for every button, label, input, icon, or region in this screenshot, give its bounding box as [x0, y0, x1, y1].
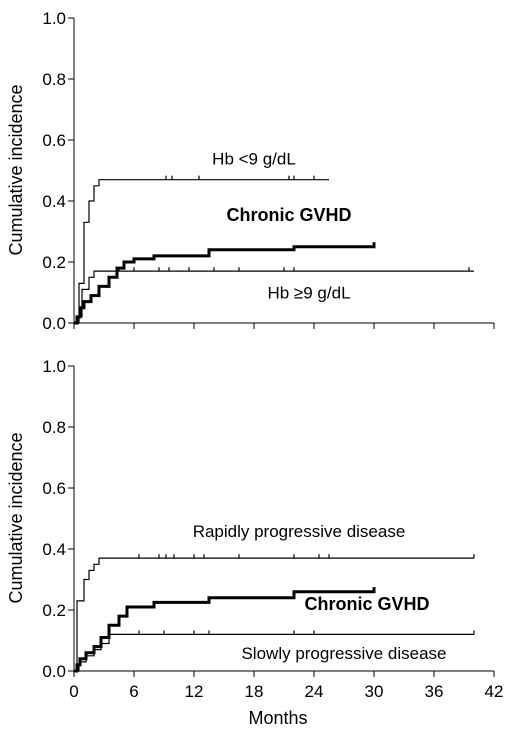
- x-tick-label: 12: [185, 682, 204, 701]
- curve-label: Chronic GVHD: [226, 205, 351, 225]
- curve-chronic-gvhd: [74, 587, 376, 673]
- x-tick-label: 30: [365, 682, 384, 701]
- curve-group-1: [74, 557, 474, 672]
- y-tick-label: 0.2: [42, 253, 66, 272]
- y-tick-label: 0.0: [42, 662, 66, 681]
- y-tick-label: 0.6: [42, 479, 66, 498]
- curve-group-1: [74, 179, 329, 324]
- y-tick-label: 0.8: [42, 70, 66, 89]
- curve-chronic-gvhd: [74, 242, 376, 325]
- y-tick-label: 0.8: [42, 418, 66, 437]
- chart-panel-1: 0.0 0.2 0.4 0.6 0.8 1.0 Cumulative incidence Hb…: [6, 9, 495, 333]
- x-tick-label: 24: [305, 682, 324, 701]
- x-tick-label: 42: [485, 682, 504, 701]
- y-tick-label: 0.6: [42, 131, 66, 150]
- curve-label: Slowly progressive disease: [241, 644, 446, 663]
- curve-label: Hb ≥9 g/dL: [267, 284, 350, 303]
- x-tick-label: 6: [129, 682, 138, 701]
- y-tick-label: 1.0: [42, 357, 66, 376]
- y-tick-label: 1.0: [42, 9, 66, 28]
- y-tick-label: 0.4: [42, 540, 66, 559]
- curve-label: Chronic GVHD: [304, 594, 429, 614]
- x-tick-label: 18: [245, 682, 264, 701]
- chart-panel-2: 0.0 0.2 0.4 0.6 0.8 1.0 0 6 12 18 24 30 36 42 Cumulati…: [6, 357, 503, 728]
- y-axis-title: Cumulative incidence: [6, 432, 26, 603]
- y-tick-label: 0.4: [42, 192, 66, 211]
- x-tick-label: 0: [69, 682, 78, 701]
- x-axis-title: Months: [248, 708, 307, 728]
- curve-label: Rapidly progressive disease: [193, 522, 406, 541]
- y-tick-label: 0.2: [42, 601, 66, 620]
- y-axis-title: Cumulative incidence: [6, 84, 26, 255]
- curve-label: Hb <9 g/dL: [212, 149, 296, 168]
- y-tick-label: 0.0: [42, 314, 66, 333]
- x-tick-label: 36: [425, 682, 444, 701]
